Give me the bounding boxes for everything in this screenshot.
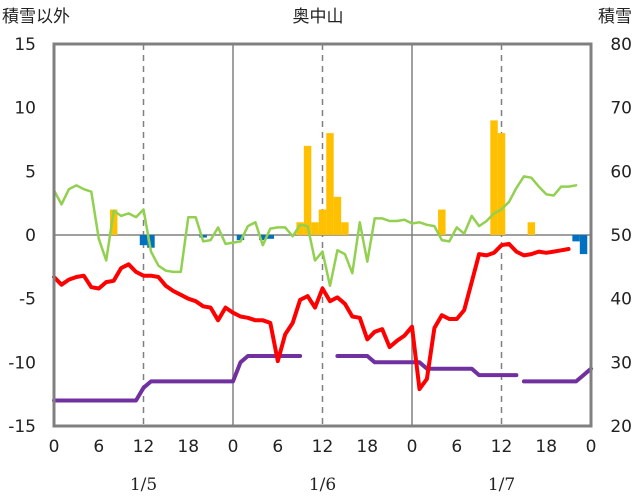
precip-bar	[311, 222, 319, 235]
x-tick-label: 0	[49, 437, 60, 457]
precip-bar	[318, 209, 327, 235]
x-tick-label: 18	[535, 437, 557, 457]
snow-depth-line	[521, 366, 593, 384]
right-tick-label: 60	[610, 162, 632, 182]
x-tick-label: 12	[491, 437, 513, 457]
left-axis-label: 積雪以外	[2, 7, 70, 27]
precip-bar	[527, 222, 536, 235]
right-tick-label: 80	[610, 35, 632, 55]
x-tick-label: 0	[586, 437, 597, 457]
precip-bar	[341, 222, 349, 235]
left-tick-label: 5	[25, 162, 36, 182]
series-lines	[52, 175, 593, 403]
left-tick-label: 10	[14, 99, 36, 119]
day-labels: 1/5 1/6 1/7	[130, 475, 515, 495]
snow-depth-line	[52, 354, 303, 403]
precip-bar	[438, 209, 446, 235]
plot-frame	[52, 42, 593, 428]
precip-bar	[303, 145, 312, 235]
chart-title: 奥中山	[293, 7, 344, 27]
precip-bar	[259, 235, 267, 241]
precip-bar	[572, 235, 580, 242]
x-tick-label: 18	[356, 437, 378, 457]
left-tick-label: -10	[8, 353, 36, 373]
right-tick-label: 50	[610, 226, 632, 246]
precip-bar	[296, 222, 304, 235]
right-tick-label: 70	[610, 99, 632, 119]
snow-depth-line	[335, 354, 519, 378]
right-axis-label: 積雪	[598, 7, 632, 27]
precip-bar	[266, 235, 275, 239]
left-axis: 15 10 5 0 -5 -10 -15	[8, 35, 36, 437]
precip-bar	[236, 235, 245, 241]
precip-bar	[199, 235, 207, 238]
precip-bar	[579, 235, 588, 255]
x-tick-label: 0	[228, 437, 239, 457]
x-tick-label: 0	[407, 437, 418, 457]
precip-bar	[147, 235, 155, 248]
day-label: 1/5	[130, 475, 157, 495]
right-tick-label: 30	[610, 353, 632, 373]
precip-bars	[109, 120, 588, 255]
day-label: 1/7	[488, 475, 515, 495]
x-tick-label: 12	[312, 437, 334, 457]
right-tick-label: 20	[610, 417, 632, 437]
x-tick-label: 12	[133, 437, 155, 457]
precip-bar	[497, 133, 506, 235]
x-tick-label: 18	[177, 437, 199, 457]
precip-bar	[490, 120, 498, 235]
x-axis: 0 6 12 18 0 6 12 18 0 6 12 18 0	[49, 437, 597, 457]
x-tick-label: 6	[93, 437, 104, 457]
precip-bar	[326, 133, 334, 235]
left-tick-label: -15	[8, 417, 36, 437]
precip-bar	[109, 209, 118, 235]
left-tick-label: 15	[14, 35, 36, 55]
precip-bar	[333, 196, 342, 235]
x-tick-label: 6	[272, 437, 283, 457]
temperature-line	[52, 241, 571, 392]
day-label: 1/6	[309, 475, 336, 495]
precip-bar	[139, 235, 148, 246]
left-tick-label: 0	[25, 226, 36, 246]
left-tick-label: -5	[19, 290, 36, 310]
right-tick-label: 40	[610, 290, 632, 310]
right-axis: 80 70 60 50 40 30 20	[610, 35, 632, 437]
wind-line	[52, 175, 578, 288]
x-tick-label: 6	[451, 437, 462, 457]
